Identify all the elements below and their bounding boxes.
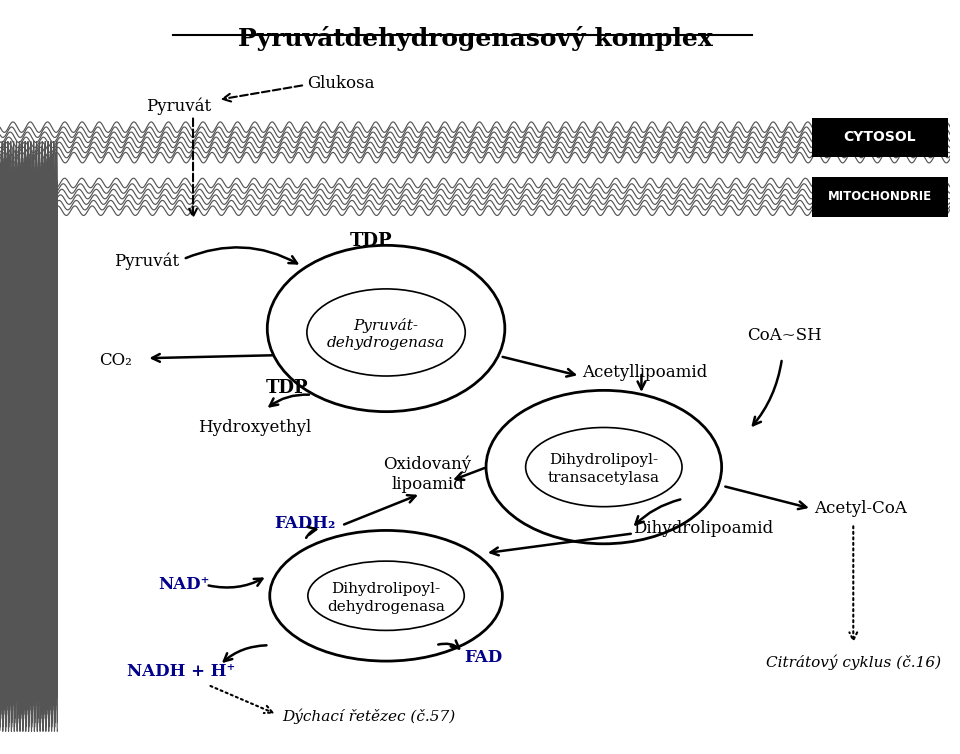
Text: MITOCHONDRIE: MITOCHONDRIE [828, 190, 932, 204]
Text: Hydroxyethyl: Hydroxyethyl [198, 419, 311, 436]
Text: Acetyllipoamid: Acetyllipoamid [582, 363, 708, 381]
Text: Pyruvát: Pyruvát [114, 253, 179, 270]
Text: CYTOSOL: CYTOSOL [844, 130, 917, 145]
Ellipse shape [526, 428, 682, 507]
Text: Dihydrolipoyl-: Dihydrolipoyl- [331, 582, 441, 596]
Text: dehydrogenasa: dehydrogenasa [327, 336, 445, 351]
Text: FAD: FAD [464, 648, 502, 666]
Text: CO₂: CO₂ [99, 351, 132, 369]
Text: Pyruvátdehydrogenasový komplex: Pyruvátdehydrogenasový komplex [238, 26, 712, 51]
Text: Citrátový cyklus (č.16): Citrátový cyklus (č.16) [766, 654, 941, 670]
Text: Dýchací řetězec (č.57): Dýchací řetězec (č.57) [282, 709, 455, 725]
Text: Dihydrolipoyl-: Dihydrolipoyl- [549, 453, 659, 467]
Text: transacetylasa: transacetylasa [548, 471, 660, 485]
Text: Pyruvát-: Pyruvát- [353, 318, 419, 333]
Text: Dihydrolipoamid: Dihydrolipoamid [634, 520, 774, 537]
Text: TDP: TDP [349, 232, 393, 250]
Bar [812, 177, 948, 216]
Text: NADH + H⁺: NADH + H⁺ [127, 664, 235, 681]
Text: Pyruvát: Pyruvát [147, 97, 211, 115]
Ellipse shape [307, 289, 466, 376]
Text: Oxidovaný
lipoamid: Oxidovaný lipoamid [384, 455, 471, 492]
Text: TDP: TDP [266, 379, 308, 397]
Text: dehydrogenasa: dehydrogenasa [327, 599, 445, 614]
Text: Acetyl-CoA: Acetyl-CoA [814, 500, 906, 517]
Bar [812, 118, 948, 158]
Text: NAD⁺: NAD⁺ [158, 576, 209, 593]
Text: FADH₂: FADH₂ [275, 515, 335, 532]
Text: Glukosa: Glukosa [307, 75, 374, 91]
Text: CoA~SH: CoA~SH [748, 327, 822, 344]
Ellipse shape [308, 561, 465, 630]
